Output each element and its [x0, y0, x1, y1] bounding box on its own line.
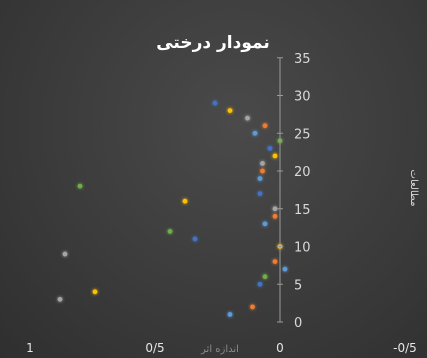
y-axis-label: مطالعات [408, 170, 419, 207]
effect-point [227, 108, 233, 113]
effect-point [267, 145, 273, 151]
effect-point [260, 168, 265, 174]
effect-point [272, 153, 278, 159]
y-tick-label: 35 [294, 52, 311, 67]
effect-point [252, 130, 258, 136]
effect-point [250, 304, 255, 310]
y-tick-label: 30 [294, 90, 311, 105]
effect-point [77, 183, 83, 189]
effect-point [167, 229, 173, 234]
effect-point [192, 236, 198, 242]
effect-point [272, 259, 278, 264]
effect-point [212, 100, 218, 106]
y-tick-label: 5 [294, 278, 302, 293]
effect-point [62, 251, 68, 257]
effect-point [260, 161, 265, 166]
effect-point [182, 198, 188, 204]
effect-point [272, 213, 278, 219]
y-tick-label: 25 [294, 127, 311, 142]
x-tick-label: -0/5 [393, 341, 417, 355]
chart-title: نمودار درختی [156, 33, 270, 53]
x-tick-label: 1 [26, 341, 34, 355]
effect-point [262, 123, 268, 129]
y-tick-label: 15 [294, 203, 311, 218]
effect-point [92, 289, 98, 295]
effect-point [257, 281, 263, 287]
effect-point [257, 191, 263, 197]
y-tick-label: 10 [294, 241, 311, 256]
effect-point [262, 221, 268, 227]
effect-point [57, 296, 63, 302]
effect-point [227, 312, 233, 317]
y-tick-label: 0 [294, 316, 302, 331]
effect-point [272, 206, 278, 212]
x-axis-label: اندازه اثر [200, 344, 239, 355]
effect-point [262, 274, 268, 280]
y-tick-label: 20 [294, 165, 311, 180]
x-tick-label: 0/5 [145, 341, 164, 355]
effect-point [282, 266, 288, 272]
x-tick-label: 0 [276, 341, 284, 355]
effect-point [245, 115, 250, 121]
effect-point [257, 176, 263, 181]
